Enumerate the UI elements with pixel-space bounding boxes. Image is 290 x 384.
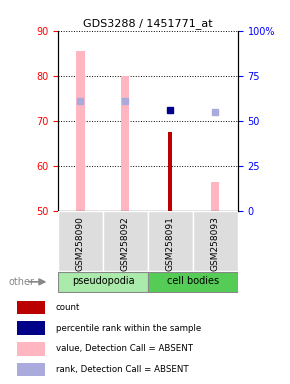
Text: GSM258091: GSM258091	[166, 216, 175, 271]
Bar	[211, 182, 219, 211]
Bar	[103, 211, 148, 271]
Text: cell bodies: cell bodies	[167, 276, 219, 286]
Text: GSM258092: GSM258092	[121, 216, 130, 271]
Bar	[17, 363, 45, 376]
Bar	[17, 321, 45, 335]
Text: pseudopodia: pseudopodia	[72, 276, 134, 286]
Text: rank, Detection Call = ABSENT: rank, Detection Call = ABSENT	[56, 365, 188, 374]
Bar	[148, 272, 238, 292]
Bar	[77, 51, 84, 211]
Bar	[58, 211, 103, 271]
Bar	[168, 132, 172, 211]
Text: value, Detection Call = ABSENT: value, Detection Call = ABSENT	[56, 344, 193, 353]
Bar	[193, 211, 238, 271]
Text: other: other	[9, 277, 35, 287]
Text: count: count	[56, 303, 80, 312]
Text: GSM258090: GSM258090	[76, 216, 85, 271]
Bar	[148, 211, 193, 271]
Bar	[17, 342, 45, 356]
Text: GSM258093: GSM258093	[211, 216, 220, 271]
Bar	[122, 76, 129, 211]
Bar	[17, 301, 45, 314]
Bar	[58, 272, 148, 292]
Title: GDS3288 / 1451771_at: GDS3288 / 1451771_at	[83, 18, 213, 30]
Text: percentile rank within the sample: percentile rank within the sample	[56, 324, 201, 333]
